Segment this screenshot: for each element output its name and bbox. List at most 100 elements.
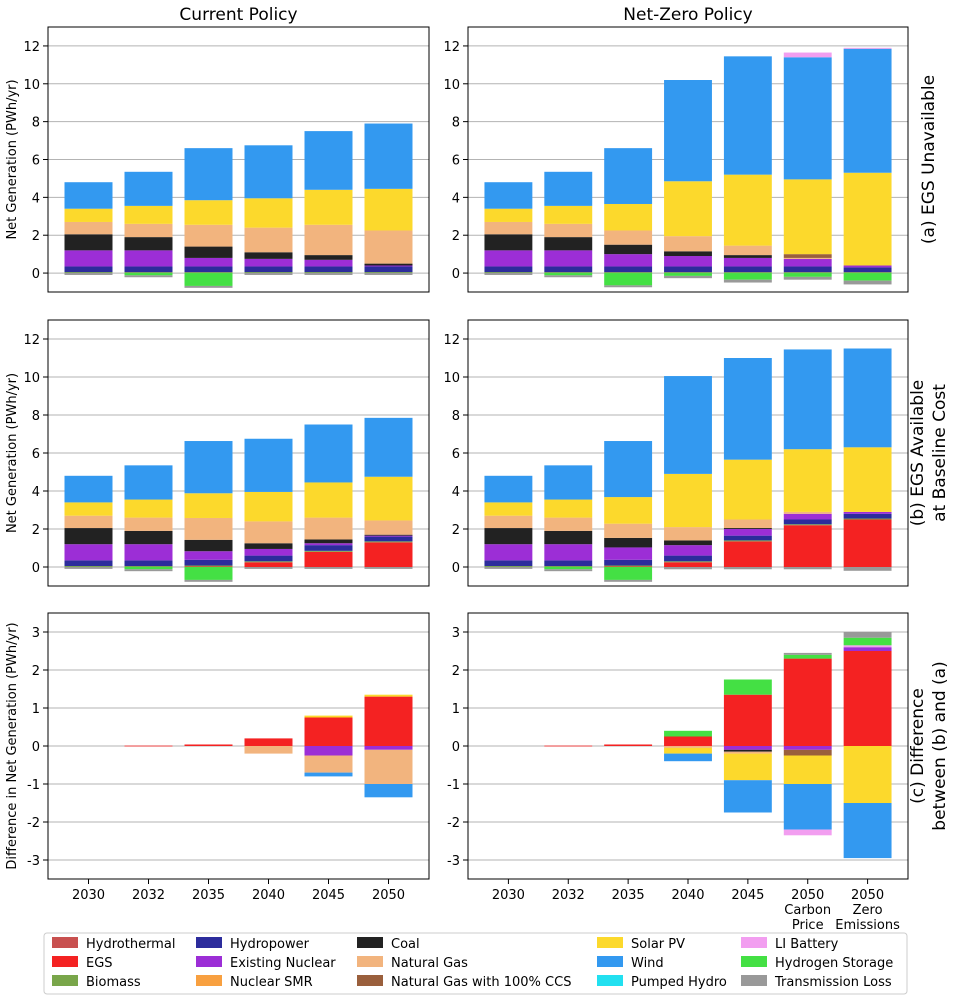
bar-segment-hydrogen-storage (843, 637, 892, 646)
bar-segment-wind (64, 182, 113, 209)
bar-segment-natural-gas (364, 230, 413, 264)
y-tick-label: 2 (32, 664, 40, 679)
bar-segment-hydropower (604, 266, 653, 273)
bar-segment-hydropower (783, 266, 832, 273)
bar-segment-hydropower (604, 559, 653, 566)
bar-segment-wind (484, 475, 533, 503)
y-tick-label: 2 (32, 523, 40, 538)
bar-segment-wind (664, 753, 712, 762)
bar-segment-transmission-loss (723, 567, 772, 570)
bar-segment-transmission-loss (304, 567, 353, 569)
bar-segment-egs (783, 658, 832, 746)
bar-segment-hydropower (664, 555, 712, 562)
bar-segment-hydrogen-storage (783, 654, 832, 659)
bar-segment-hydrogen-storage (124, 273, 173, 276)
bar-segment-existing-nuclear (664, 256, 712, 267)
bar-segment-wind (723, 56, 772, 175)
bar-segment-egs (124, 745, 173, 747)
bar-segment-biomass (304, 550, 353, 552)
bar-segment-hydrogen-storage (664, 730, 712, 737)
y-axis-label: Net Generation (PWh/yr) (5, 79, 20, 239)
bar-segment-coal (484, 528, 533, 545)
bar-segment-biomass (484, 272, 533, 274)
row-title: (c) Difference (908, 688, 928, 804)
y-tick-label: 2 (32, 229, 40, 244)
bar-segment-coal (604, 244, 653, 255)
bar-segment-solar-pv (484, 208, 533, 222)
bar-segment-transmission-loss (364, 567, 413, 569)
legend-label: Nuclear SMR (230, 975, 313, 990)
bar-segment-natural-gas (723, 751, 772, 754)
bar-segment-hydropower (364, 536, 413, 542)
bar-segment-biomass (604, 565, 653, 567)
bar-segment-hydrogen-storage (124, 567, 173, 570)
bar-segment-hydrogen-storage (604, 273, 653, 286)
y-tick-label: -1 (27, 778, 40, 793)
bar-segment-coal (604, 537, 653, 548)
bar-segment-hydropower (124, 266, 173, 273)
bar-segment-hydropower (664, 266, 712, 273)
bar-segment-wind (664, 376, 712, 474)
bar-segment-natural-gas (664, 236, 712, 252)
legend-label: LI Battery (775, 937, 839, 952)
bar-segment-hydropower (723, 535, 772, 541)
bar-segment-hydropower (723, 266, 772, 273)
y-tick-label: 6 (452, 154, 460, 169)
y-tick-label: -3 (27, 854, 40, 869)
bar-segment-biomass (783, 524, 832, 526)
legend-label: Hydropower (230, 937, 310, 952)
bar-segment-biomass (184, 272, 233, 274)
bar-segment-hydropower (544, 266, 593, 273)
bar-segment-coal (364, 263, 413, 266)
bar-segment-wind (604, 148, 653, 204)
bar-segment-existing-nuclear (604, 254, 653, 267)
bar-segment-solar-pv (783, 755, 832, 784)
legend-label: Transmission Loss (774, 975, 892, 990)
bar-segment-egs (723, 694, 772, 746)
y-tick-label: 1 (32, 702, 40, 717)
bar-segment-wind (364, 784, 413, 798)
bar-segment-transmission-loss (244, 567, 293, 569)
legend-label: Hydrogen Storage (775, 956, 893, 971)
bar-segment-biomass (723, 272, 772, 274)
bar-segment-transmission-loss (364, 273, 413, 275)
bar-segment-biomass (544, 272, 593, 274)
legend-label: Wind (631, 956, 664, 971)
bar-segment-existing-nuclear (843, 511, 892, 514)
y-tick-label: 4 (452, 485, 460, 500)
y-axis-label: Difference in Net Generation (PWh/yr) (5, 622, 20, 869)
legend-label: Hydrothermal (86, 937, 175, 952)
bar-segment-hydropower (244, 555, 293, 562)
bar-segment-transmission-loss (843, 567, 892, 571)
bar-segment-natural-gas (304, 755, 353, 773)
bar-segment-hydrogen-storage (544, 273, 593, 276)
bar-segment-hydropower (544, 560, 593, 567)
bar-segment-coal (124, 237, 173, 251)
bar-segment-solar-pv (664, 473, 712, 528)
bar-segment-biomass (244, 272, 293, 274)
y-tick-label: 0 (452, 740, 460, 755)
y-tick-label: 12 (23, 333, 40, 348)
bar-segment-existing-nuclear (783, 513, 832, 520)
bar-segment-existing-nuclear (783, 258, 832, 267)
bar-segment-existing-nuclear (244, 258, 293, 267)
x-tick-label: Carbon (784, 903, 831, 918)
bar-segment-wind (843, 348, 892, 448)
y-tick-label: 10 (23, 78, 40, 93)
bar-segment-transmission-loss (843, 280, 892, 285)
legend-label: Solar PV (631, 937, 685, 952)
bar-segment-transmission-loss (64, 567, 113, 569)
y-tick-label: 4 (32, 191, 40, 206)
bar-segment-existing-nuclear (783, 746, 832, 750)
y-tick-label: 10 (443, 371, 460, 386)
bar-segment-egs (604, 566, 653, 568)
bar-segment-hydropower (484, 560, 533, 567)
bar-segment-solar-pv (364, 188, 413, 231)
bar-segment-coal (244, 543, 293, 549)
x-tick-label: 2032 (552, 888, 585, 903)
bar-segment-existing-nuclear (723, 529, 772, 536)
y-tick-label: 1 (452, 702, 460, 717)
y-axis-label: Net Generation (PWh/yr) (5, 373, 20, 533)
row-title: (a) EGS Unavailable (919, 75, 939, 244)
bar-segment-egs (304, 717, 353, 746)
